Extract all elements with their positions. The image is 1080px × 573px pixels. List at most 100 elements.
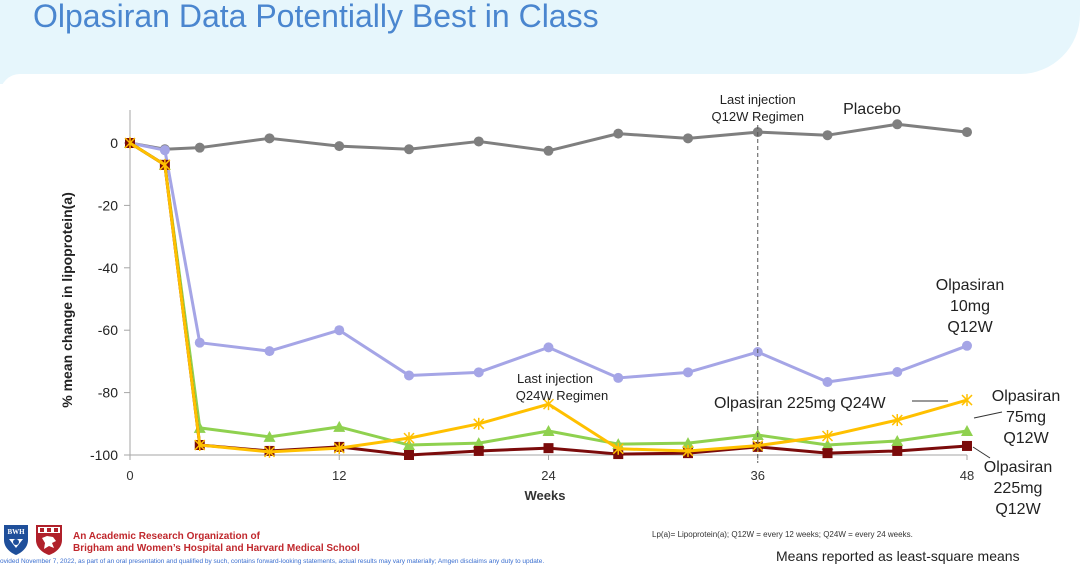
label-olpasiran-225mg-q24w: Olpasiran 225mg Q24W — [714, 395, 887, 412]
data-point — [891, 434, 904, 446]
harvard-medical-logo — [36, 525, 62, 555]
data-point — [334, 141, 345, 152]
data-point — [124, 137, 136, 149]
series-line-olpasiran-10mg-q12w — [129, 141, 968, 384]
data-point — [961, 394, 973, 407]
data-point — [543, 342, 554, 353]
data-point — [962, 340, 972, 351]
q24w-annotation-line2: Q24W Regimen — [516, 388, 608, 403]
data-point — [821, 429, 834, 442]
content-area-corner — [0, 74, 1080, 94]
leader-line-75mg — [973, 411, 1003, 419]
footer-abbreviations: Lp(a)= Lipoprotein(a); Q12W = every 12 w… — [652, 530, 913, 539]
chart-annotations: Last injection Q12W Regimen Last injection… — [516, 92, 1060, 518]
data-point — [543, 443, 554, 454]
data-point — [194, 142, 205, 153]
data-point — [613, 372, 624, 383]
label-olpasiran-75mg: 75mg — [1006, 409, 1046, 426]
data-point — [263, 445, 276, 458]
data-point — [961, 424, 973, 436]
data-point — [472, 437, 485, 449]
y-tick-label: -80 — [98, 385, 118, 401]
data-point — [543, 145, 554, 156]
data-point — [264, 133, 275, 144]
q12w-annotation-line1: Last injection — [720, 92, 796, 107]
x-tick-label: 36 — [751, 468, 765, 483]
q24w-annotation-line1: Last injection — [517, 371, 593, 386]
data-point — [542, 398, 555, 411]
chart-series — [124, 119, 973, 460]
data-point — [892, 445, 903, 456]
data-point — [403, 432, 415, 445]
data-point — [473, 367, 484, 378]
label-olpasiran-225mg-q12w: Q12W — [995, 501, 1041, 518]
label-olpasiran-10mg: 10mg — [950, 298, 990, 315]
leader-line-225mg-q12w — [972, 446, 991, 459]
footer-means-note: Means reported as least-square means — [776, 548, 1020, 564]
label-olpasiran-10mg: Olpasiran — [936, 277, 1004, 294]
data-point — [473, 136, 484, 147]
data-point — [683, 133, 693, 144]
footer-organization: An Academic Research Organization of Bri… — [73, 531, 360, 555]
data-point — [891, 414, 903, 427]
data-point — [822, 376, 833, 387]
x-tick-label: 24 — [541, 468, 555, 483]
data-point — [194, 439, 206, 452]
data-point — [682, 437, 694, 449]
data-point — [822, 130, 833, 141]
data-point — [404, 450, 414, 460]
data-point — [159, 158, 171, 171]
data-point — [892, 119, 903, 130]
data-point — [333, 420, 346, 432]
y-tick-label: 0 — [110, 135, 118, 151]
data-point — [404, 144, 414, 155]
bwh-logo: BWH — [4, 525, 28, 555]
data-point — [962, 127, 972, 138]
x-tick-label: 0 — [126, 468, 133, 483]
q12w-annotation-line2: Q12W Regimen — [712, 109, 804, 124]
y-tick-label: -20 — [98, 197, 118, 213]
data-point — [264, 346, 275, 357]
data-point — [333, 442, 345, 455]
series-line-olpasiran-225mg-q24w — [129, 141, 968, 454]
y-tick-label: -60 — [98, 322, 118, 338]
footer-org-line2: Brigham and Women’s Hospital and Harvard… — [73, 543, 360, 554]
label-olpasiran-10mg: Q12W — [947, 319, 993, 336]
x-tick-label: 12 — [332, 468, 346, 483]
data-point — [404, 370, 414, 381]
data-point — [263, 430, 276, 442]
data-point — [612, 442, 624, 455]
data-point — [159, 145, 170, 156]
data-point — [473, 417, 485, 430]
data-point — [403, 439, 415, 451]
x-axis-title: Weeks — [525, 488, 566, 503]
page-title: Olpasiran Data Potentially Best in Class — [33, 0, 599, 34]
label-olpasiran-75mg: Olpasiran — [992, 388, 1060, 405]
data-point — [892, 367, 903, 378]
bwh-logo-text: BWH — [7, 528, 25, 536]
data-point — [194, 337, 205, 348]
data-point — [962, 440, 972, 451]
data-point — [821, 439, 834, 451]
footer-org-line1: An Academic Research Organization of — [73, 531, 260, 542]
data-point — [334, 325, 345, 336]
series-line-placebo — [129, 122, 968, 153]
data-point — [682, 444, 694, 457]
label-olpasiran-225mg-q12w: 225mg — [994, 480, 1043, 497]
data-point — [542, 424, 555, 436]
header-band — [0, 0, 1080, 74]
y-tick-label: -40 — [98, 260, 118, 276]
footer-disclaimer: ovided November 7, 2022, as part of an o… — [0, 558, 545, 565]
data-point — [822, 448, 833, 459]
label-olpasiran-225mg-q12w: Olpasiran — [984, 459, 1052, 476]
x-tick-label: 48 — [960, 468, 974, 483]
data-point — [473, 445, 484, 456]
y-tick-label: -100 — [90, 447, 118, 463]
data-point — [613, 128, 624, 139]
series-line-olpasiran-75mg-q12w — [129, 141, 968, 447]
data-point — [683, 367, 693, 378]
y-axis-title: % mean change in lipoprotein(a) — [59, 192, 75, 407]
label-placebo: Placebo — [843, 101, 901, 118]
label-olpasiran-75mg: Q12W — [1003, 430, 1049, 447]
